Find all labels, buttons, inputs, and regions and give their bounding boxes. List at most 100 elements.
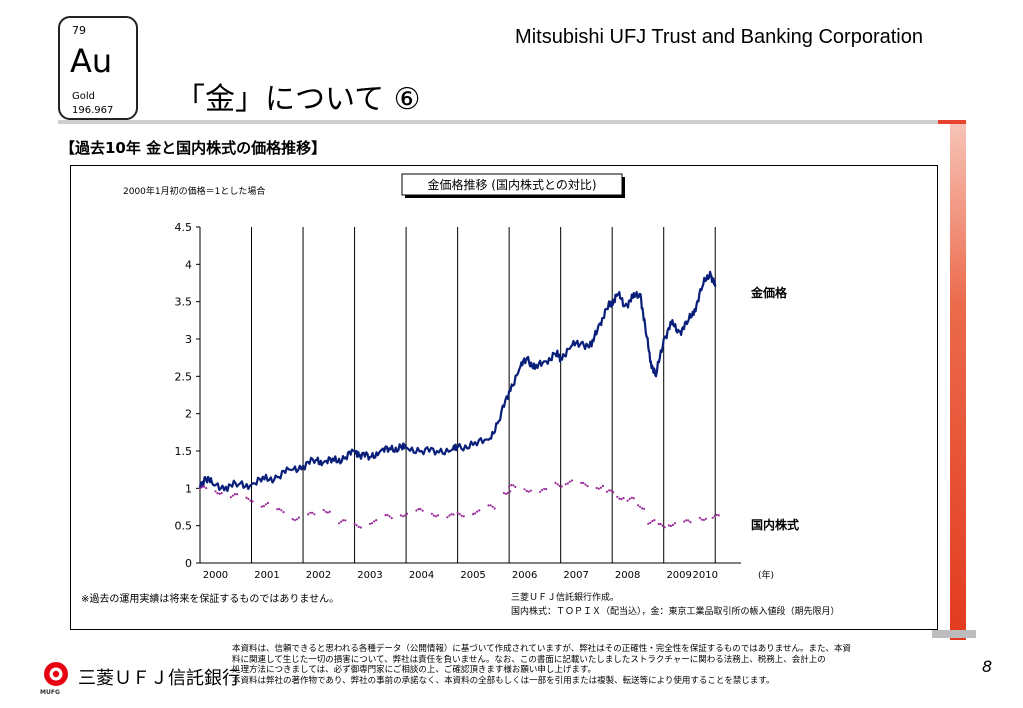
stock-price-point (638, 505, 642, 508)
stock-price-point (245, 496, 248, 499)
stock-price-point (203, 485, 206, 488)
stock-price-point (508, 485, 511, 488)
stock-price-point (338, 522, 341, 525)
stock-price-point (717, 514, 720, 517)
stock-price-point (448, 514, 451, 517)
stock-price-point (616, 495, 619, 498)
stock-price-point (324, 510, 327, 513)
stock-price-point (554, 481, 557, 484)
stock-price-point (401, 515, 405, 518)
stock-price-point (278, 507, 281, 511)
stock-price-point (626, 499, 629, 502)
stock-price-point (632, 497, 635, 500)
x-tick-label: 2000 (203, 570, 228, 581)
stock-price-point (630, 496, 633, 499)
stock-price-point (641, 507, 644, 510)
stock-price-point (586, 485, 589, 488)
stock-price-point (510, 484, 513, 487)
stock-price-point (702, 518, 706, 522)
stock-price-point (386, 513, 389, 517)
stock-price-point (458, 513, 461, 516)
stock-price-point (291, 518, 294, 521)
stock-price-point (622, 496, 625, 500)
chart-subtitle: 2000年1月初の価格＝1とした場合 (123, 185, 265, 197)
x-tick-label: 2008 (615, 570, 640, 581)
page-number: 8 (982, 657, 993, 676)
stock-price-point (198, 487, 202, 490)
stock-price-point (687, 519, 690, 522)
stock-price-point (293, 519, 296, 522)
stock-price-point (685, 519, 688, 522)
stock-series-label: 国内株式 (751, 517, 799, 532)
stock-price-point (556, 483, 559, 486)
stock-price-point (507, 491, 510, 495)
stock-price-point (671, 523, 675, 527)
stock-price-point (514, 485, 517, 488)
stock-price-point (357, 525, 360, 528)
stock-price-point (599, 486, 603, 489)
stock-price-point (612, 491, 615, 494)
legal-disclaimer: 本資料は、信頼できると思われる各種データ（公開情報）に基づいて作成されていますが… (232, 644, 872, 686)
y-tick-label: 3 (185, 333, 192, 346)
y-tick-label: 4.5 (175, 221, 193, 234)
stock-price-point (309, 511, 312, 514)
stock-price-point (406, 512, 409, 515)
y-tick-label: 1 (185, 482, 192, 495)
stock-price-point (489, 504, 492, 507)
gold-series-label: 金価格 (750, 285, 788, 300)
stock-price-point (251, 500, 254, 503)
atomic-mass: 196.967 (72, 105, 114, 116)
stock-price-point (417, 508, 420, 511)
stock-price-point (276, 508, 279, 511)
y-tick-label: 1.5 (175, 445, 193, 458)
stock-price-point (667, 524, 671, 527)
atomic-number: 79 (72, 24, 86, 37)
legal-line-4: 本資料は弊社の著作物であり、弊社の事前の承諾なく、本資料の全部もしくは一部を引用… (232, 675, 775, 686)
stock-price-point (683, 520, 686, 523)
chart-title: 金価格推移 (国内株式との対比) (427, 177, 596, 192)
stock-price-point (566, 482, 569, 485)
stock-price-point (452, 513, 455, 516)
stock-price-point (647, 522, 650, 525)
stock-price-point (669, 524, 673, 528)
legal-line-1: 本資料は、信頼できると思われる各種データ（公開情報）に基づいて作成されていますが… (232, 644, 851, 654)
stock-price-point (597, 487, 600, 490)
chart-title-box (401, 173, 623, 196)
stock-price-point (456, 511, 459, 514)
stock-price-point (216, 492, 219, 495)
x-tick-label: 2005 (460, 570, 485, 581)
stock-price-point (601, 484, 605, 487)
stock-price-point (390, 517, 393, 520)
stock-price-point (543, 487, 546, 490)
gold-price-line (198, 270, 717, 493)
stock-price-point (560, 485, 563, 488)
stock-price-point (711, 516, 714, 519)
stock-price-point (659, 523, 662, 526)
stock-price-point (384, 514, 387, 517)
stock-price-point (446, 516, 449, 519)
stock-price-point (491, 505, 494, 508)
stock-price-point (355, 524, 358, 527)
stock-price-point (205, 487, 208, 490)
stock-price-point (545, 488, 548, 491)
stock-price-point (605, 490, 609, 493)
stock-price-point (388, 515, 391, 518)
stock-price-point (472, 513, 475, 516)
stock-price-point (353, 522, 356, 525)
side-accent-bar (950, 124, 966, 640)
price-chart: 2000年1月初の価格＝1とした場合 金価格推移 (国内株式との対比) 0 0.5… (81, 173, 840, 617)
stock-price-point (608, 489, 611, 492)
stock-price-point (474, 512, 477, 515)
stock-price-point (214, 490, 217, 493)
stock-price-point (266, 501, 270, 505)
bank-name: 三菱ＵＦＪ信託銀行 (78, 668, 240, 689)
stock-price-point (231, 494, 235, 497)
stock-price-point (661, 524, 664, 527)
stock-price-point (430, 512, 433, 515)
stock-price-point (462, 515, 465, 518)
stock-price-point (399, 514, 402, 517)
stock-price-point (525, 489, 528, 493)
stock-price-point (404, 514, 407, 517)
stock-price-point (493, 507, 496, 510)
stock-price-point (201, 485, 204, 488)
